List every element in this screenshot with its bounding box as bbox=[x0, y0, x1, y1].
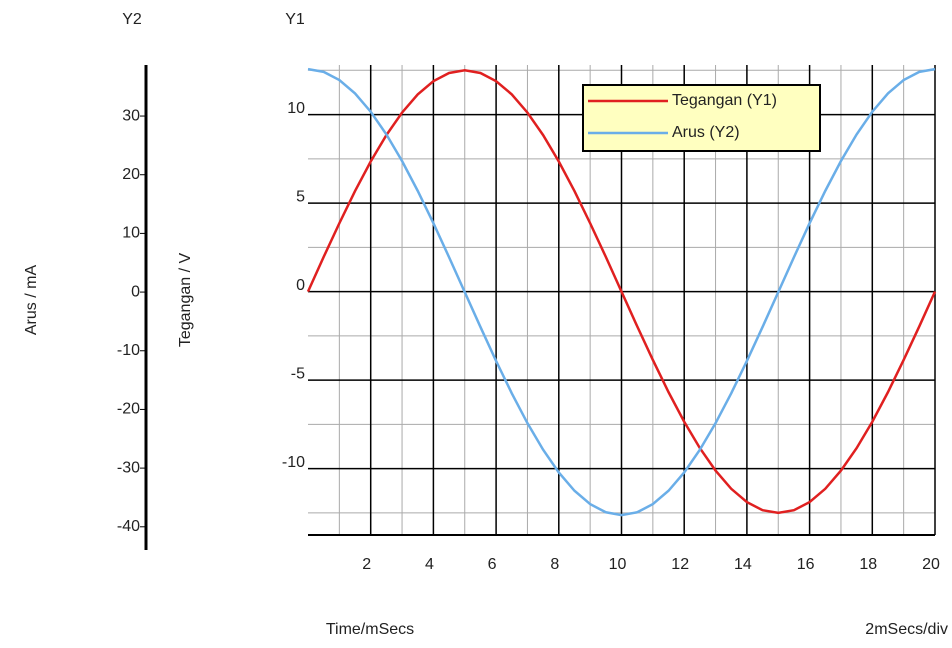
x-tick-label: 16 bbox=[797, 556, 815, 573]
y2-tick-label: -10 bbox=[117, 342, 140, 359]
y-tick-label: 0 bbox=[296, 277, 305, 294]
y2-header: Y2 bbox=[122, 11, 142, 28]
y1-header: Y1 bbox=[285, 11, 305, 28]
y-tick-label: -5 bbox=[291, 365, 305, 382]
x-tick-label: 12 bbox=[671, 556, 689, 573]
x-tick-label: 14 bbox=[734, 556, 752, 573]
x-tick-label: 20 bbox=[922, 556, 940, 573]
x-tick-label: 2 bbox=[362, 556, 371, 573]
y2-tick-label: 10 bbox=[122, 225, 140, 242]
x-tick-label: 4 bbox=[425, 556, 434, 573]
y-tick-label: -10 bbox=[282, 454, 305, 471]
y1-title: Tegangan / V bbox=[177, 253, 194, 348]
y-tick-label: 10 bbox=[287, 100, 305, 117]
x-title: Time/mSecs bbox=[326, 621, 414, 638]
legend-label: Arus (Y2) bbox=[672, 124, 740, 141]
y2-tick-label: -40 bbox=[117, 518, 140, 535]
legend-label: Tegangan (Y1) bbox=[672, 92, 777, 109]
y2-tick-label: 0 bbox=[131, 283, 140, 300]
chart: Y2 Y1 Arus / mA Tegangan / V Time/mSecs … bbox=[0, 0, 952, 643]
y-tick-label: 5 bbox=[296, 188, 305, 205]
y2-tick-label: -30 bbox=[117, 459, 140, 476]
y2-title: Arus / mA bbox=[23, 265, 40, 336]
x-tick-label: 8 bbox=[550, 556, 559, 573]
x-tick-label: 6 bbox=[488, 556, 497, 573]
y2-tick-label: -20 bbox=[117, 401, 140, 418]
x-tick-label: 18 bbox=[859, 556, 877, 573]
y2-tick-label: 30 bbox=[122, 107, 140, 124]
x-scale-label: 2mSecs/div bbox=[865, 621, 948, 638]
y2-tick-label: 20 bbox=[122, 166, 140, 183]
x-tick-label: 10 bbox=[609, 556, 627, 573]
